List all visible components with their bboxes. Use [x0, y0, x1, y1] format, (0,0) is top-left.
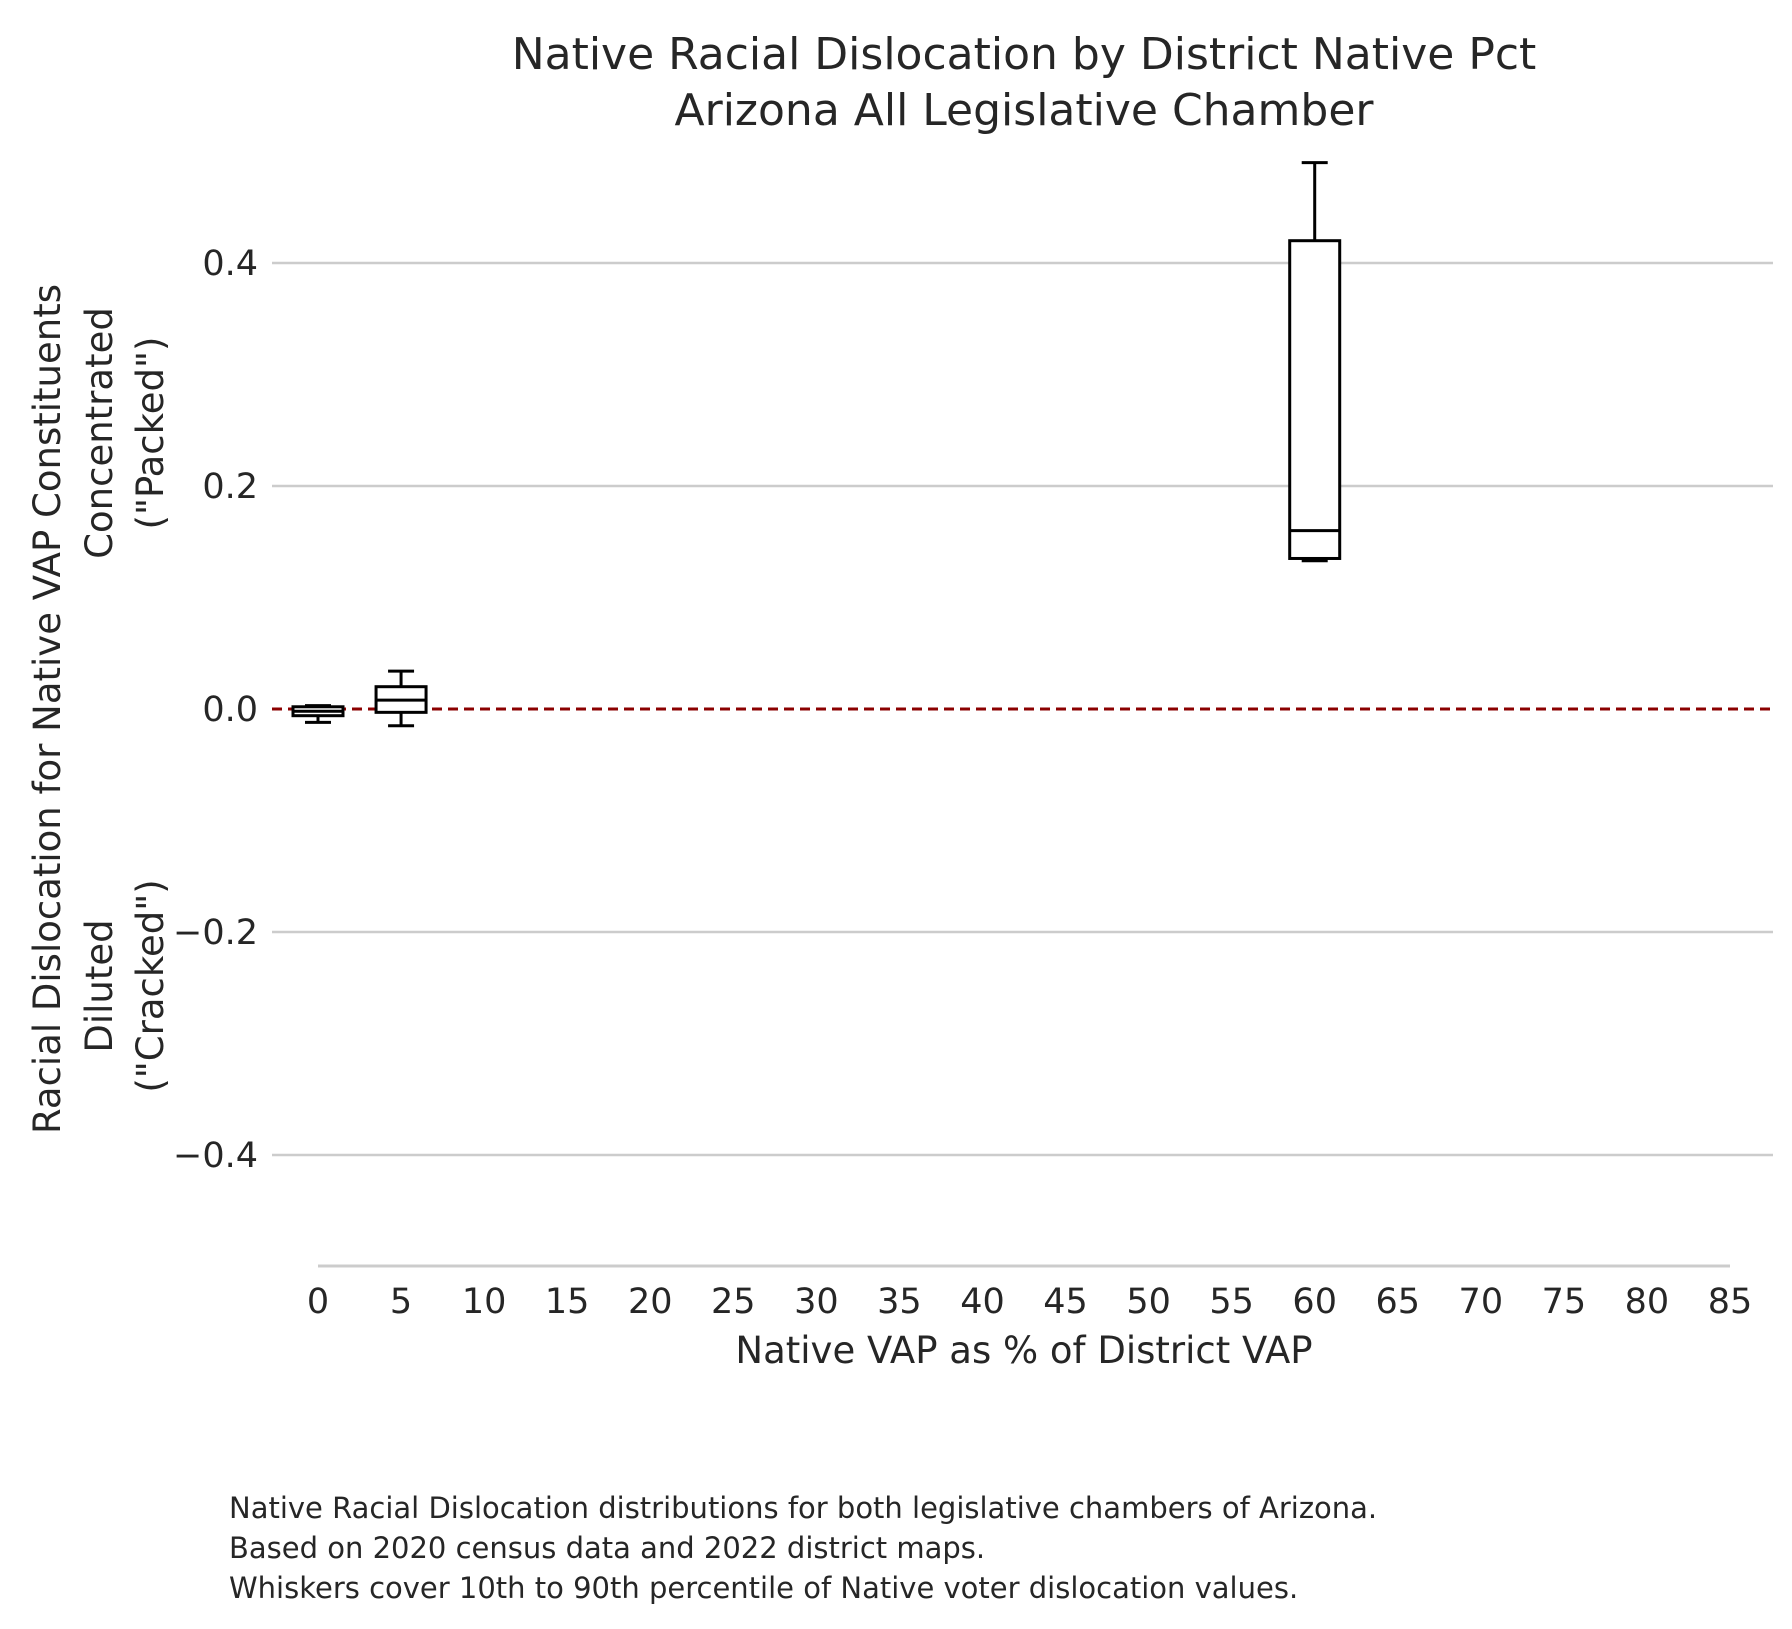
- y-tick-label: −0.2: [173, 913, 258, 953]
- x-tick-label: 30: [794, 1282, 839, 1322]
- y-tick-labels: 0.4 0.2 0.0 −0.2 −0.4: [173, 244, 258, 1176]
- x-axis-label: Native VAP as % of District VAP: [735, 1329, 1312, 1372]
- x-tick-label: 15: [545, 1282, 590, 1322]
- x-tick-label: 65: [1375, 1282, 1420, 1322]
- box-at-5: [374, 669, 428, 728]
- y-axis-label-concentrated-group: Concentrated: [78, 307, 121, 559]
- y-axis-label-concentrated: Concentrated: [78, 307, 121, 559]
- x-tick-label: 75: [1542, 1282, 1587, 1322]
- y-axis-label-diluted: Diluted: [78, 919, 121, 1052]
- x-tick-label: 50: [1126, 1282, 1171, 1322]
- box-at-60: [1288, 161, 1342, 563]
- caption-line-2: Based on 2020 census data and 2022 distr…: [229, 1531, 986, 1565]
- x-tick-label: 0: [307, 1282, 329, 1322]
- chart-caption: Native Racial Dislocation distributions …: [229, 1488, 1377, 1608]
- y-gridlines: [272, 261, 1773, 1157]
- y-tick-label: −0.4: [173, 1136, 258, 1176]
- caption-line-1: Native Racial Dislocation distributions …: [229, 1491, 1378, 1525]
- x-tick-label: 55: [1209, 1282, 1254, 1322]
- box-series: [291, 161, 1342, 728]
- x-tick-label: 45: [1043, 1282, 1088, 1322]
- x-tick-label: 70: [1459, 1282, 1504, 1322]
- x-tick-label: 35: [877, 1282, 922, 1322]
- x-tick-label: 80: [1625, 1282, 1670, 1322]
- y-axis-label: Racial Dislocation for Native VAP Consti…: [26, 284, 69, 1134]
- y-axis-label-cracked: ("Cracked"): [129, 879, 172, 1092]
- box-iqr: [1288, 239, 1342, 560]
- caption-line-3: Whiskers cover 10th to 90th percentile o…: [229, 1571, 1299, 1605]
- chart-title-line-2: Arizona All Legislative Chamber: [675, 85, 1375, 136]
- x-tick-label: 60: [1292, 1282, 1337, 1322]
- x-tick-label: 20: [628, 1282, 673, 1322]
- y-tick-label: 0.4: [202, 244, 258, 284]
- chart-title-line-1: Native Racial Dislocation by District Na…: [512, 29, 1537, 80]
- x-tick-label: 40: [960, 1282, 1005, 1322]
- x-tick-label: 10: [462, 1282, 507, 1322]
- y-axis-label-diluted-group: Diluted: [78, 919, 121, 1052]
- y-axis-label-group: Racial Dislocation for Native VAP Consti…: [26, 284, 69, 1134]
- x-tick-label: 5: [390, 1282, 412, 1322]
- y-axis-label-packed: ("Packed"): [129, 337, 172, 530]
- y-tick-label: 0.2: [202, 467, 258, 507]
- x-tick-label: 25: [711, 1282, 756, 1322]
- y-axis-label-packed-group: ("Packed"): [129, 337, 172, 530]
- x-tick-label: 85: [1708, 1282, 1753, 1322]
- y-axis-label-cracked-group: ("Cracked"): [129, 879, 172, 1092]
- box-at-0: [291, 704, 345, 724]
- y-tick-label: 0.0: [202, 690, 258, 730]
- x-tick-labels: 0 5 10 15 20 25 30 35 40 45 50 55 60 65 70 75 80 85: [307, 1282, 1752, 1322]
